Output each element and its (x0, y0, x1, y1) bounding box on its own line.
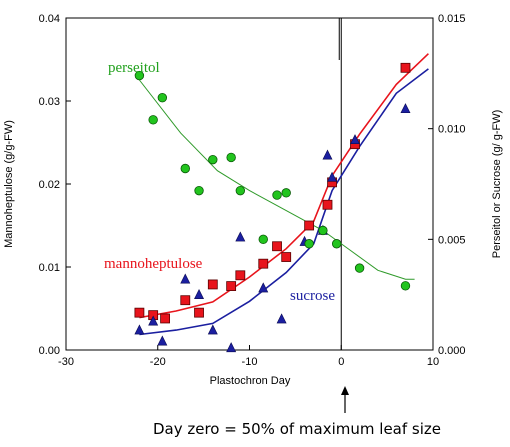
y-left-tick-label: 0.01 (39, 262, 60, 274)
sucrose-point (258, 282, 269, 293)
perseitol-point (331, 239, 342, 249)
fit-lines (139, 53, 429, 336)
sucrose-point (180, 273, 191, 284)
mannoheptulose-point (226, 281, 237, 291)
mannoheptulose-point (134, 307, 145, 318)
perseitol-fit-line (139, 79, 415, 280)
sucrose-point (327, 171, 338, 182)
x-tick-label: 0 (338, 356, 344, 368)
mannoheptulose-point (304, 220, 315, 231)
x-tick-label: -20 (150, 356, 166, 368)
day-zero-arrow (341, 386, 349, 413)
y-left-tick-label: 0.04 (39, 13, 60, 25)
sucrose-point (322, 149, 333, 160)
mannoheptulose-point (207, 279, 218, 290)
mannoheptulose-point (322, 199, 333, 210)
mannoheptulose-point (194, 307, 204, 318)
perseitol-point (258, 234, 268, 245)
y-right-tick-label: 0.000 (438, 345, 466, 357)
y-left-tick-label: 0.00 (39, 345, 60, 357)
perseitol-point (134, 70, 145, 81)
mannoheptulose-point (281, 252, 292, 262)
y-right-tick-label: 0.015 (438, 13, 466, 25)
perseitol-point (148, 115, 158, 125)
perseitol-point (226, 152, 236, 163)
perseitol-point (235, 185, 246, 196)
perseitol-point (304, 239, 314, 249)
sucrose-fit-line (139, 68, 429, 336)
sucrose-point (400, 103, 411, 114)
sucrose-point (157, 335, 168, 346)
mannoheptulose-point (180, 295, 191, 306)
sucrose-point (226, 342, 237, 353)
ticks: -30 -20 -10 0 10 0.00 0.01 0.02 0.03 0.04 0.000 0.0… (39, 13, 466, 368)
y-axis-title-left: Mannoheptulose (g/g-FW) (3, 120, 15, 248)
sucrose-point (207, 324, 218, 335)
sucrose-point (350, 134, 360, 145)
perseitol-point (180, 163, 190, 174)
perseitol-point (281, 188, 291, 198)
series-label-mannoheptulose: mannoheptulose (104, 256, 203, 272)
x-axis-title: Plastochron Day (210, 375, 291, 387)
x-tick-label: -30 (58, 356, 74, 368)
perseitol-point (318, 225, 328, 236)
perseitol-point (400, 281, 411, 291)
mannoheptulose-point (258, 258, 269, 269)
y-left-tick-label: 0.02 (39, 179, 60, 191)
y-right-tick-label: 0.010 (438, 124, 466, 136)
x-tick-label: 10 (427, 356, 439, 368)
perseitol-point (272, 190, 282, 200)
sucrose-point (235, 231, 246, 242)
mannoheptulose-point (400, 62, 411, 73)
series-label-perseitol: perseitol (108, 60, 160, 76)
mannoheptulose-point (272, 241, 282, 252)
mannoheptulose-point (160, 313, 170, 324)
perseitol-point (194, 185, 204, 196)
sucrose-point (134, 324, 145, 335)
series-label-sucrose: sucrose (290, 288, 335, 304)
mannoheptulose-fit-line (139, 53, 429, 319)
y-left-tick-label: 0.03 (39, 96, 60, 108)
mannoheptulose-point (235, 270, 246, 281)
sucrose-point (194, 288, 205, 299)
y-axis-title-right: Perseitol or Sucrose (g/ g-FW) (491, 110, 503, 259)
sucrose-point (276, 313, 287, 324)
data-marks (134, 62, 411, 353)
perseitol-point (157, 92, 168, 103)
x-tick-label: -10 (242, 356, 258, 368)
y-right-tick-label: 0.005 (438, 234, 466, 246)
perseitol-point (208, 154, 218, 165)
caption: Day zero = 50% of maximum leaf size (153, 420, 441, 438)
perseitol-point (354, 263, 365, 273)
sucrose-point (148, 315, 159, 326)
